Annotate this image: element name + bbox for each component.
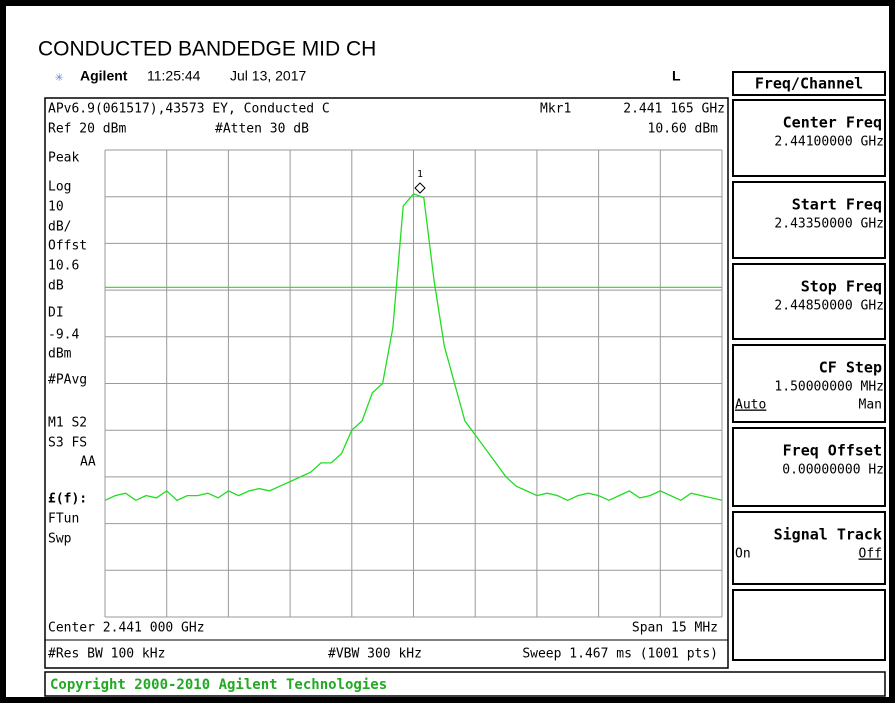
softkey-option: Man	[859, 398, 882, 413]
trace	[104, 193, 723, 502]
vbw: #VBW 300 kHz	[328, 647, 422, 662]
time: 11:25:44	[147, 68, 201, 84]
side-label: £(f):	[48, 492, 87, 507]
side-label: AA	[80, 455, 96, 470]
softkey-box[interactable]	[732, 427, 886, 507]
span: Span 15 MHz	[632, 621, 718, 636]
softkey-option: On	[735, 547, 751, 562]
side-label: FTun	[48, 512, 79, 527]
softkey-box[interactable]	[732, 511, 886, 585]
rbw: #Res BW 100 kHz	[48, 647, 165, 662]
softkey-value: 1.50000000 MHz	[774, 380, 884, 395]
marker-label: Mkr1	[540, 102, 571, 117]
softkey-box[interactable]	[732, 99, 886, 177]
center-freq: Center 2.441 000 GHz	[48, 621, 205, 636]
softkey-option: Auto	[735, 398, 766, 413]
softkey-label[interactable]: Start Freq	[792, 196, 882, 214]
marker-freq: 2.441 165 GHz	[623, 102, 725, 117]
date: Jul 13, 2017	[230, 68, 306, 84]
softkey-value: 2.43350000 GHz	[774, 217, 884, 232]
softkey-label[interactable]: Center Freq	[783, 114, 882, 132]
sweep: Sweep 1.467 ms (1001 pts)	[522, 647, 718, 662]
side-label: #PAvg	[48, 373, 87, 388]
softkey-box[interactable]	[732, 263, 886, 340]
screen-frame	[44, 97, 729, 669]
side-label: Peak	[48, 151, 79, 166]
indicator: L	[672, 68, 681, 84]
side-label: Log	[48, 180, 71, 195]
menu-title: Freq/Channel	[755, 75, 863, 93]
ref-level: Ref 20 dBm	[48, 122, 126, 137]
side-label: 10.6	[48, 259, 79, 274]
softkey-box	[732, 589, 886, 661]
side-label: Swp	[48, 532, 72, 547]
softkey-value: 0.00000000 Hz	[782, 463, 884, 478]
brand: Agilent	[80, 68, 128, 84]
menu-title-box	[732, 71, 886, 96]
softkey-value: 2.44100000 GHz	[774, 135, 884, 150]
footer-box	[44, 671, 886, 697]
title: CONDUCTED BANDEDGE MID CH	[38, 38, 376, 61]
softkey-box[interactable]	[732, 181, 886, 259]
side-label: -9.4	[48, 328, 79, 343]
side-label: S3 FS	[48, 436, 87, 451]
side-label: dB/	[48, 220, 71, 235]
marker-diamond	[414, 182, 426, 194]
softkey-label[interactable]: Freq Offset	[783, 442, 882, 460]
side-label: M1 S2	[48, 416, 87, 431]
marker-level: 10.60 dBm	[648, 122, 719, 137]
side-label: Offst	[48, 239, 87, 254]
info-line: APv6.9(061517),43573 EY, Conducted C	[48, 102, 330, 117]
side-label: dB	[48, 279, 64, 294]
softkey-label[interactable]: Stop Freq	[801, 278, 882, 296]
softkey-label[interactable]: Signal Track	[774, 526, 882, 544]
softkey-box[interactable]	[732, 344, 886, 423]
footer: Copyright 2000-2010 Agilent Technologies	[50, 677, 387, 693]
side-label: DI	[48, 306, 64, 321]
softkey-value: 2.44850000 GHz	[774, 299, 884, 314]
atten: #Atten 30 dB	[215, 122, 309, 137]
softkey-option: Off	[859, 547, 882, 562]
side-label: 10	[48, 200, 64, 215]
marker-number: 1	[417, 169, 423, 180]
side-label: dBm	[48, 347, 72, 362]
logo: ✳	[55, 69, 64, 85]
softkey-label[interactable]: CF Step	[819, 359, 882, 377]
